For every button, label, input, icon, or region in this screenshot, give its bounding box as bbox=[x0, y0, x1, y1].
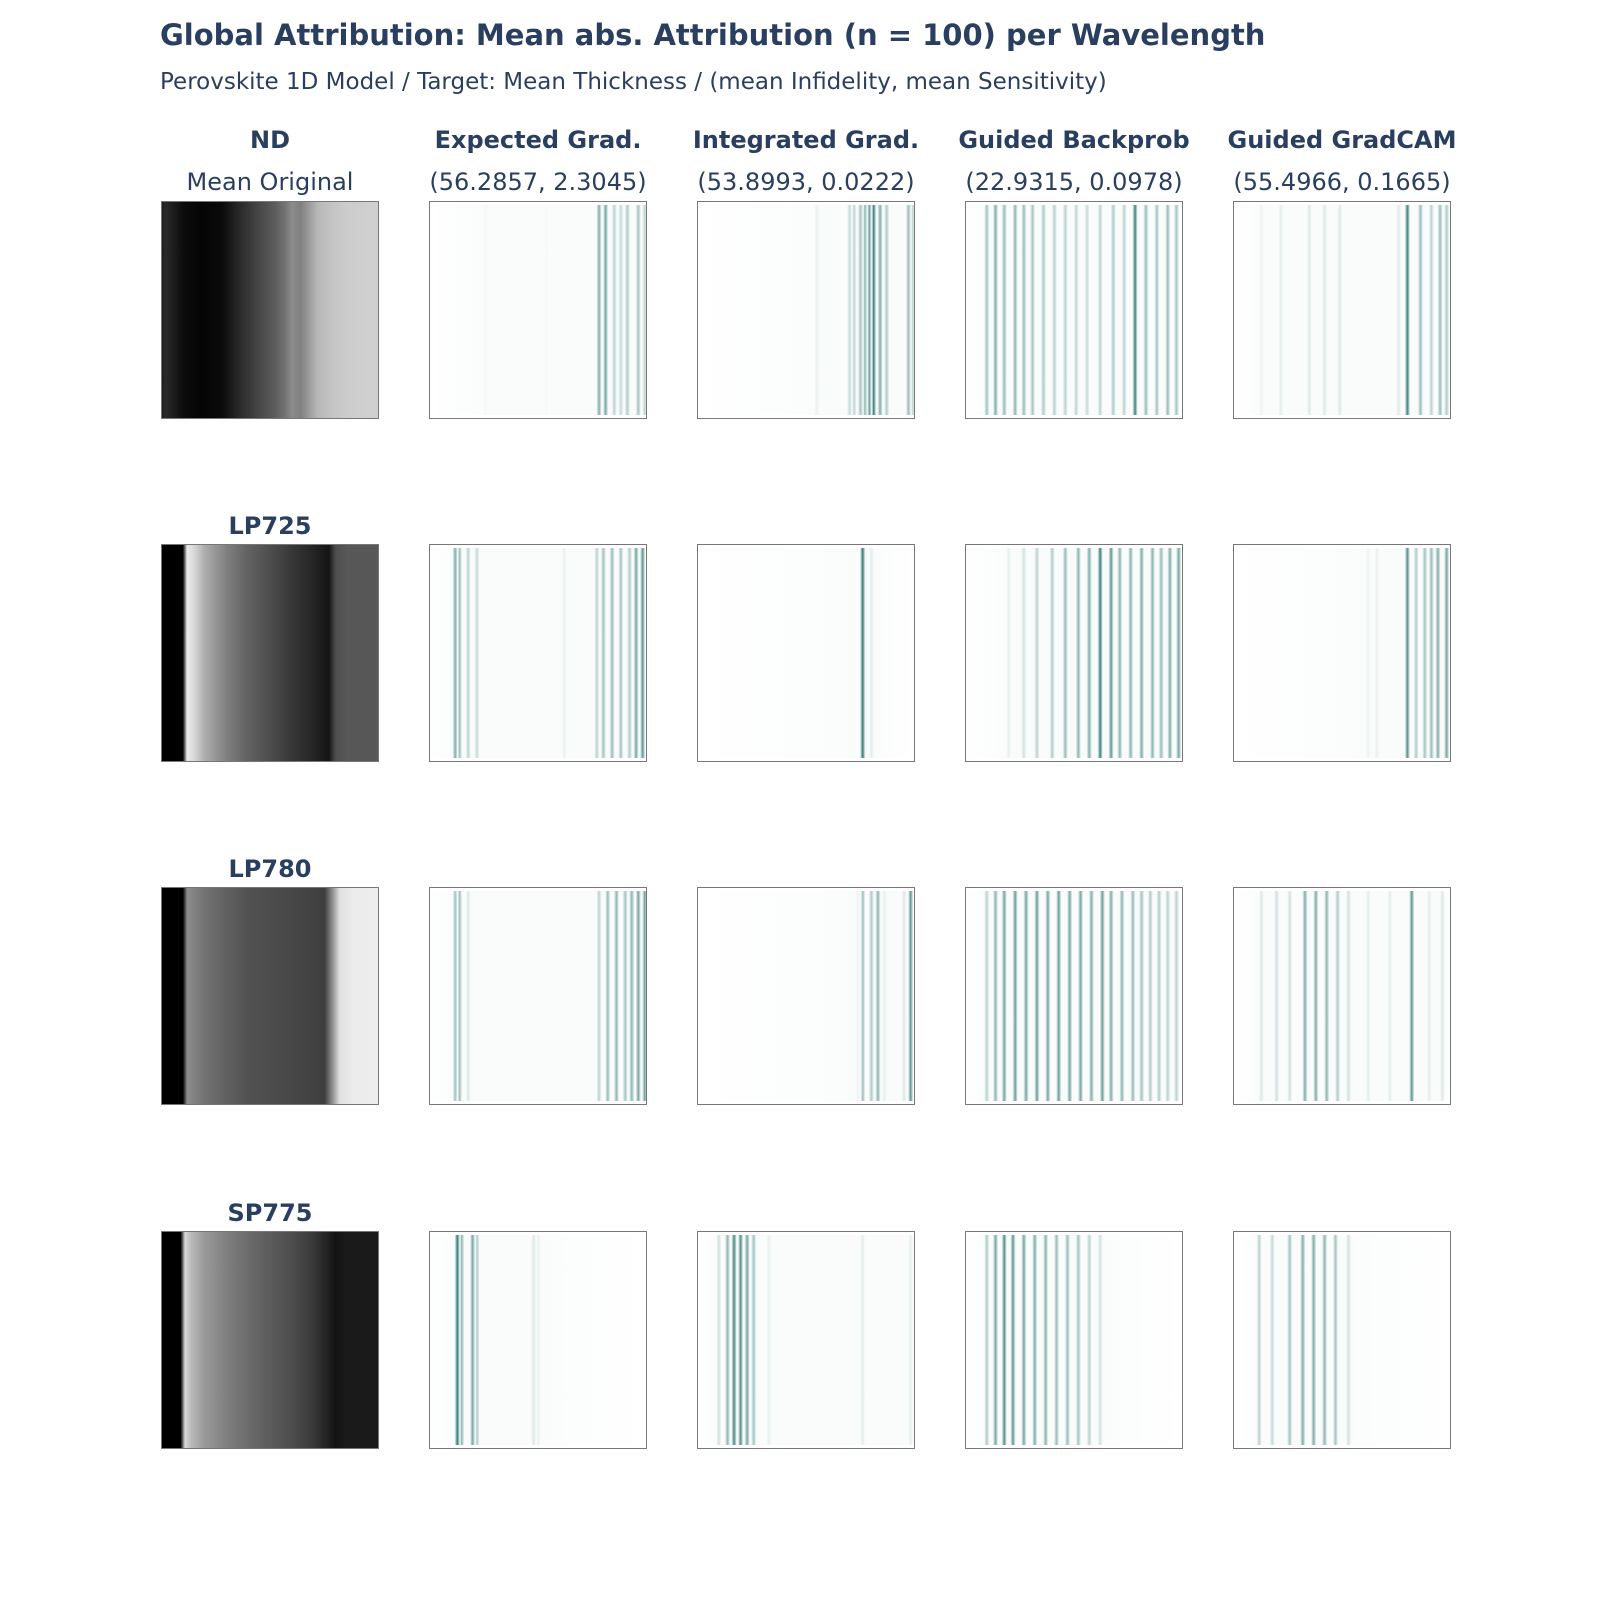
panel-frame bbox=[429, 544, 647, 762]
panel-frame bbox=[697, 887, 915, 1105]
original-spectrum-heatmap bbox=[161, 544, 379, 762]
panel-frame bbox=[965, 201, 1183, 419]
panel-frame bbox=[1233, 1231, 1451, 1449]
column-metric: (22.9315, 0.0978) bbox=[965, 168, 1182, 196]
attribution-heatmap bbox=[1233, 891, 1451, 1101]
column-metric: (55.4966, 0.1665) bbox=[1233, 168, 1450, 196]
panel-frame bbox=[697, 544, 915, 762]
panel-frame bbox=[429, 201, 647, 419]
attribution-heatmap bbox=[965, 891, 1183, 1101]
attribution-heatmap bbox=[697, 1235, 915, 1445]
panel-frame bbox=[965, 1231, 1183, 1449]
attribution-heatmap bbox=[429, 1235, 647, 1445]
panel-nd-expected-grad bbox=[429, 201, 647, 419]
column-title: Guided Backprob bbox=[958, 126, 1189, 154]
column-title: Guided GradCAM bbox=[1228, 126, 1457, 154]
panel-nd-guided-gradcam bbox=[1233, 201, 1451, 419]
original-spectrum-heatmap bbox=[161, 1231, 379, 1449]
panel-frame bbox=[1233, 544, 1451, 762]
panel-sp775-integrated-grad bbox=[697, 1231, 915, 1449]
panel-nd-guided-backprob bbox=[965, 201, 1183, 419]
panel-lp725-guided-gradcam bbox=[1233, 544, 1451, 762]
attribution-heatmap bbox=[429, 891, 647, 1101]
panel-lp780-guided-gradcam bbox=[1233, 887, 1451, 1105]
panel-frame bbox=[161, 544, 379, 762]
panel-frame bbox=[697, 201, 915, 419]
attribution-heatmap bbox=[429, 205, 647, 415]
panel-sp775-guided-backprob bbox=[965, 1231, 1183, 1449]
panel-frame bbox=[161, 887, 379, 1105]
attribution-heatmap bbox=[697, 548, 915, 758]
column-title: ND bbox=[250, 126, 290, 154]
panel-frame bbox=[161, 1231, 379, 1449]
attribution-heatmap bbox=[1233, 1235, 1451, 1445]
panel-frame bbox=[429, 1231, 647, 1449]
original-spectrum-heatmap bbox=[161, 201, 379, 419]
chart-subtitle: Perovskite 1D Model / Target: Mean Thick… bbox=[160, 69, 1107, 95]
panel-sp775-expected-grad bbox=[429, 1231, 647, 1449]
row-label: SP775 bbox=[228, 1199, 313, 1227]
attribution-heatmap bbox=[965, 548, 1183, 758]
column-metric: (53.8993, 0.0222) bbox=[697, 168, 914, 196]
panel-sp775-guided-gradcam bbox=[1233, 1231, 1451, 1449]
original-spectrum-heatmap bbox=[161, 887, 379, 1105]
panel-lp780-original bbox=[161, 887, 379, 1105]
column-title: Expected Grad. bbox=[435, 126, 642, 154]
panel-lp725-original bbox=[161, 544, 379, 762]
attribution-heatmap bbox=[1233, 548, 1451, 758]
panel-frame bbox=[429, 887, 647, 1105]
panel-frame bbox=[965, 544, 1183, 762]
panel-sp775-original bbox=[161, 1231, 379, 1449]
attribution-heatmap bbox=[697, 205, 915, 415]
column-metric: Mean Original bbox=[187, 168, 354, 196]
row-label: LP725 bbox=[229, 512, 312, 540]
panel-grid bbox=[161, 201, 1451, 1449]
panel-lp725-expected-grad bbox=[429, 544, 647, 762]
panel-lp780-guided-backprob bbox=[965, 887, 1183, 1105]
panel-nd-original bbox=[161, 201, 379, 419]
column-title: Integrated Grad. bbox=[693, 126, 919, 154]
attribution-heatmap bbox=[697, 891, 915, 1101]
panel-lp780-integrated-grad bbox=[697, 887, 915, 1105]
attribution-heatmap bbox=[429, 548, 647, 758]
panel-frame bbox=[965, 887, 1183, 1105]
column-headers: ND Mean Original Expected Grad. (56.2857, 2… bbox=[187, 126, 1457, 1227]
attribution-heatmap bbox=[965, 205, 1183, 415]
column-metric: (56.2857, 2.3045) bbox=[429, 168, 646, 196]
row-label: LP780 bbox=[229, 855, 312, 883]
panel-lp780-expected-grad bbox=[429, 887, 647, 1105]
chart-title: Global Attribution: Mean abs. Attributio… bbox=[160, 18, 1266, 52]
panel-nd-integrated-grad bbox=[697, 201, 915, 419]
panel-frame bbox=[161, 201, 379, 419]
attribution-heatmap bbox=[1233, 205, 1451, 415]
panel-frame bbox=[697, 1231, 915, 1449]
panel-lp725-integrated-grad bbox=[697, 544, 915, 762]
panel-frame bbox=[1233, 887, 1451, 1105]
panel-lp725-guided-backprob bbox=[965, 544, 1183, 762]
panel-frame bbox=[1233, 201, 1451, 419]
attribution-heatmap bbox=[965, 1235, 1183, 1445]
